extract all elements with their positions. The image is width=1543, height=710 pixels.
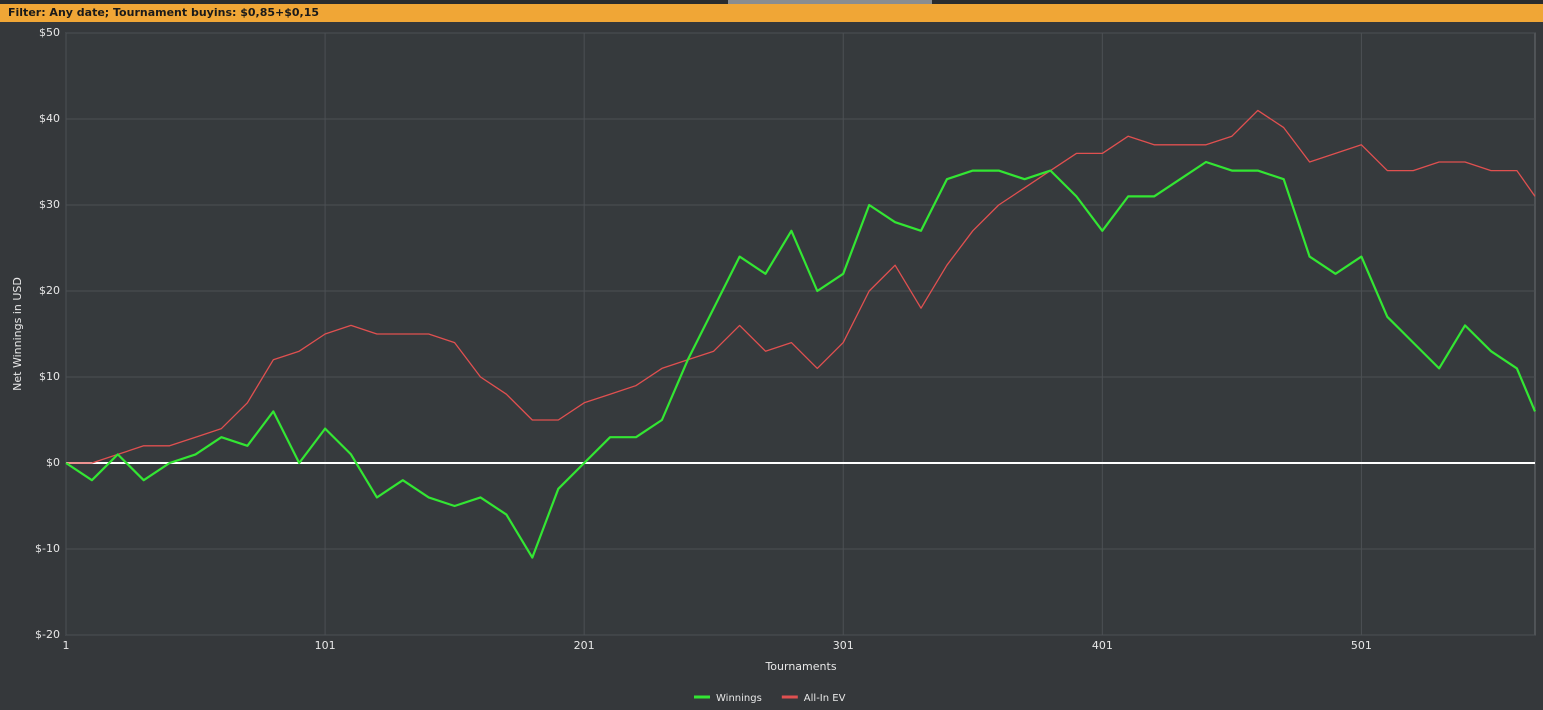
y-tick-label: $20 [39,284,60,297]
x-axis-label: Tournaments [764,660,836,673]
x-tick-label: 101 [315,639,336,652]
y-axis-label: Net Winnings in USD [11,277,24,391]
y-tick-label: $10 [39,370,60,383]
plot-area [65,32,1536,636]
filter-text: Filter: Any date; Tournament buyins: $0,… [8,6,319,19]
y-tick-label: $30 [39,198,60,211]
tab [728,0,932,4]
y-tick-label: $0 [46,456,60,469]
series-line [65,160,1537,559]
y-tick-label: $-20 [35,628,60,641]
series-line [66,109,1536,464]
x-tick-label: 301 [833,639,854,652]
legend-label: Winnings [716,693,762,704]
x-tick-label: 501 [1351,639,1372,652]
filter-bar [0,4,1543,22]
y-tick-label: $50 [39,26,60,39]
x-tick-label: 201 [574,639,595,652]
y-tick-label: $-10 [35,542,60,555]
x-tick-label: 1 [63,639,70,652]
legend-label: All-In EV [804,693,846,704]
x-tick-label: 401 [1092,639,1113,652]
y-tick-label: $40 [39,112,60,125]
